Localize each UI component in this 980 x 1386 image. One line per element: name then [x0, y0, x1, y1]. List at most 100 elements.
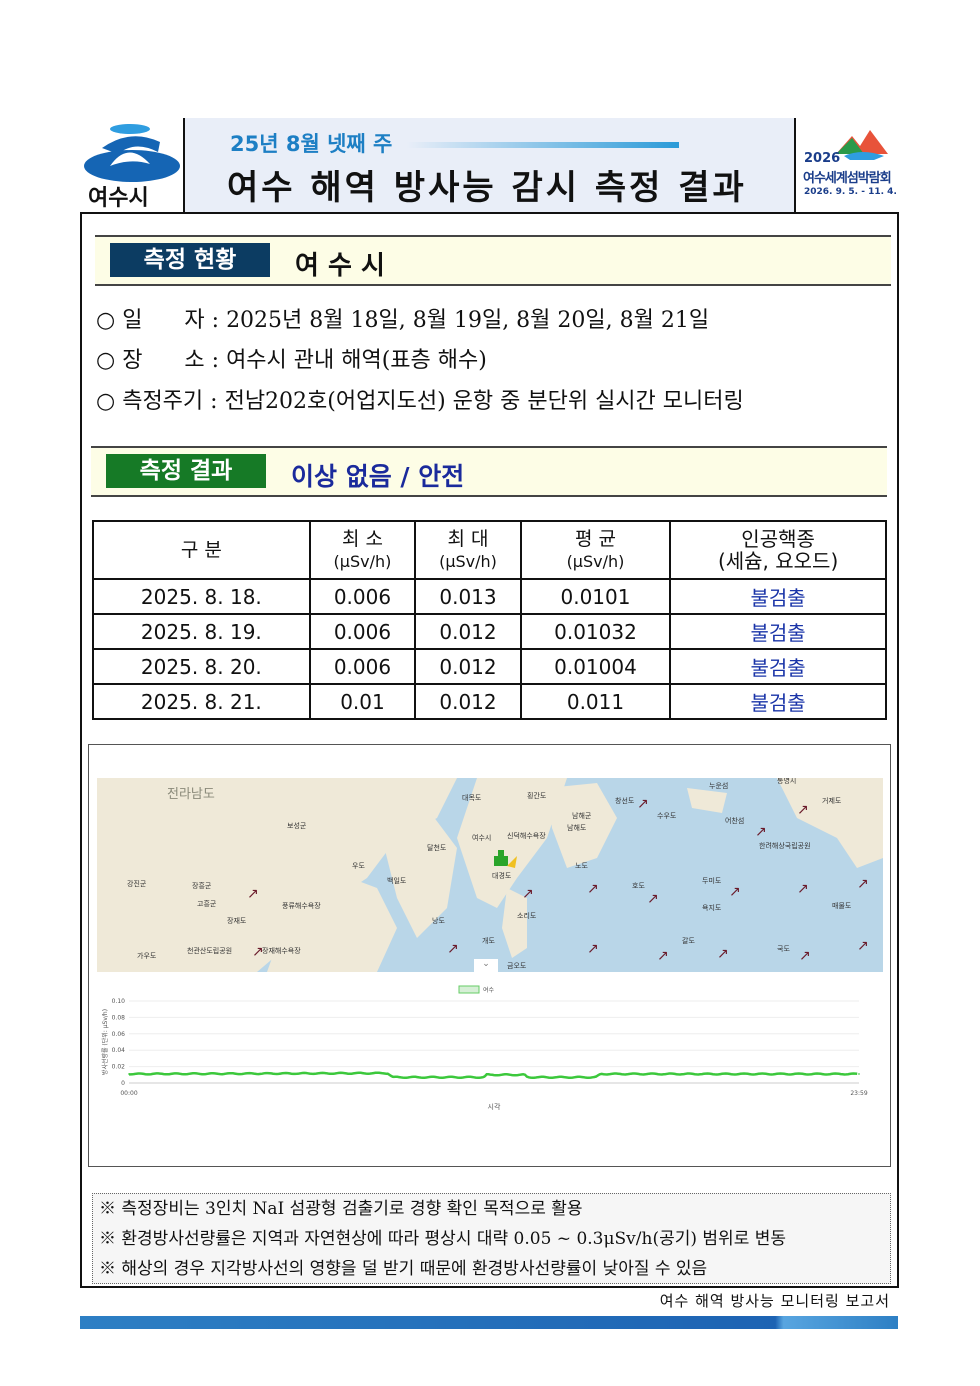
map-label: 천관산도립공원	[187, 946, 232, 955]
current-arrow-icon: ↗	[647, 891, 659, 907]
map-label: 수우도	[657, 812, 677, 820]
map-label: 장재도	[227, 916, 247, 925]
status-city: 여 수 시	[295, 251, 385, 281]
current-arrow-icon: ↗	[522, 886, 534, 902]
map-label: 통영시	[777, 778, 796, 785]
map-label: 전라남도	[167, 787, 215, 802]
legend-swatch	[458, 985, 480, 994]
table-row: 2025. 8. 20. 0.006 0.012 0.01004 불검출	[92, 648, 887, 685]
table-header-row: 구 분 최 소 (μSv/h) 최 대 (μSv/h) 평 균 (μSv/h) 인공핵…	[92, 520, 887, 580]
data-point	[485, 1074, 488, 1076]
y-tick-label: 0.08	[112, 1014, 126, 1021]
map-label: 두미도	[702, 876, 722, 885]
map-label: 신덕해수욕장	[507, 831, 546, 840]
x-tick-label: 23:59	[850, 1090, 867, 1097]
map-label: 어찬섬	[725, 816, 744, 825]
report-header: 여수시 25년 8월 넷째 주 여수 해역 방사능 감시 측정 결과 2026 …	[80, 118, 899, 214]
current-arrow-icon: ↗	[587, 941, 599, 957]
series-line	[129, 1071, 858, 1079]
cell-min: 0.006	[308, 578, 417, 615]
info-key: 일 자	[122, 308, 205, 333]
legend-label: 여수	[483, 986, 495, 994]
y-tick-label: 0.06	[112, 1031, 126, 1038]
yeosu-logo: 여수시	[80, 118, 185, 212]
info-date: ○ 일 자 : 2025년 8월 18일, 8월 19일, 8월 20일, 8월…	[96, 308, 710, 333]
subtitle-bar	[407, 142, 679, 148]
map-label: 욕지도	[702, 903, 722, 912]
info-value: 여수시 관내 해역(표층 해수)	[226, 348, 487, 373]
map-label: 장재해수욕장	[262, 946, 301, 955]
data-point	[526, 1076, 529, 1079]
info-cycle: ○ 측정주기 : 전남202호(어업지도선) 운항 중 분단위 실시간 모니터링	[96, 389, 744, 414]
map-label: 국도	[777, 945, 790, 953]
map-label: 풍류해수욕장	[282, 901, 321, 910]
notes-box: ※ 측정장비는 3인치 NaI 섬광형 검출기로 경향 확인 목적으로 활용 ※…	[92, 1193, 891, 1284]
map-label: 강진군	[127, 879, 147, 888]
map-label: 횡간도	[527, 791, 547, 800]
current-arrow-icon: ↗	[247, 886, 259, 902]
cell-max: 0.012	[414, 648, 522, 685]
y-tick-label: 0	[121, 1080, 125, 1087]
map-label: 가우도	[137, 951, 157, 960]
status-section-bar: 측정 현황 여 수 시	[95, 235, 891, 286]
y-tick-label: 0.04	[112, 1047, 126, 1054]
logo-text: 여수시	[88, 186, 149, 211]
map-collapse-chevron-icon[interactable]: ⌄	[474, 959, 498, 973]
result-summary: 이상 없음 / 안전	[291, 462, 465, 491]
map-label: 개도	[482, 936, 495, 945]
map-label: 남해군	[572, 811, 592, 820]
current-arrow-icon: ↗	[755, 824, 767, 840]
cell-nuclide: 불검출	[669, 683, 887, 720]
cell-date: 2025. 8. 21.	[92, 683, 311, 720]
table-row: 2025. 8. 18. 0.006 0.013 0.0101 불검출	[92, 578, 887, 615]
map-label: 남해도	[567, 823, 587, 832]
map-label: 호도	[632, 882, 645, 890]
cell-nuclide: 불검출	[669, 613, 887, 650]
cell-min: 0.006	[308, 648, 417, 685]
data-point	[523, 1074, 526, 1076]
data-point	[391, 1076, 394, 1079]
info-key: 측정주기	[122, 389, 204, 414]
cell-max: 0.013	[414, 578, 522, 615]
results-table: 구 분 최 소 (μSv/h) 최 대 (μSv/h) 평 균 (μSv/h) 인공핵…	[92, 520, 887, 720]
radiation-chart: 0 0.02 0.04 0.06 0.08 0.10 00:00 23:59 시각 방사선량률 (…	[101, 985, 868, 1111]
note: ※ 해상의 경우 지각방사선의 영향을 덜 받기 때문에 환경방사선량률이 낮아…	[99, 1259, 708, 1279]
report-week: 25년 8월 넷째 주	[230, 132, 393, 156]
current-arrow-icon: ↗	[799, 948, 811, 964]
bullet: ○	[96, 389, 116, 414]
table-row: 2025. 8. 21. 0.01 0.012 0.011 불검출	[92, 683, 887, 720]
data-point	[599, 1073, 602, 1075]
status-label: 측정 현황	[110, 243, 270, 277]
data-point	[386, 1072, 389, 1074]
note: ※ 측정장비는 3인치 NaI 섬광형 검출기로 경향 확인 목적으로 활용	[99, 1199, 583, 1219]
map-label: 금오도	[507, 962, 527, 970]
info-key: 장 소	[122, 348, 205, 373]
cell-max: 0.012	[414, 613, 522, 650]
col-header: 구 분	[92, 520, 311, 580]
map-label: 장흥군	[192, 881, 212, 890]
bullet: ○	[96, 348, 116, 373]
y-axis-label: 방사선량률 (단위: μSv/h)	[101, 1009, 109, 1075]
current-arrow-icon: ↗	[657, 948, 669, 964]
map-label: 낭도	[432, 916, 445, 925]
info-value: 전남202호(어업지도선) 운항 중 분단위 실시간 모니터링	[224, 389, 744, 414]
result-label: 측정 결과	[106, 454, 266, 488]
info-place: ○ 장 소 : 여수시 관내 해역(표층 해수)	[96, 348, 487, 373]
cell-avg: 0.0101	[519, 578, 672, 615]
map-label: 고흥군	[197, 899, 217, 908]
map-label: 소리도	[517, 911, 537, 920]
map-label: 대목도	[462, 794, 482, 802]
map-label: 한려해상국립공원	[759, 841, 811, 850]
map-label: 우도	[352, 862, 365, 870]
info-value: 2025년 8월 18일, 8월 19일, 8월 20일, 8월 21일	[226, 308, 710, 333]
page-title: 여수 해역 방사능 감시 측정 결과	[227, 168, 747, 208]
current-arrow-icon: ↗	[797, 881, 809, 897]
current-arrow-icon: ↗	[447, 941, 459, 957]
cell-min: 0.01	[308, 683, 417, 720]
cell-date: 2025. 8. 19.	[92, 613, 311, 650]
bullet: ○	[96, 308, 116, 333]
ship-icon	[494, 850, 517, 868]
map-label: 거제도	[822, 796, 842, 805]
map-label: 갈도	[682, 937, 695, 945]
